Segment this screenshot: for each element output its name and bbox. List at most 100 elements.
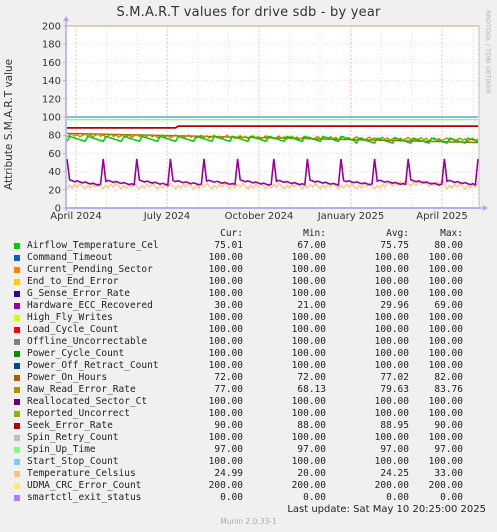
x-tick-label: January 2025 xyxy=(317,211,385,222)
legend-cur-value: 24.99 xyxy=(214,468,243,479)
legend-cur-value: 100.00 xyxy=(208,324,243,335)
legend-avg-value: 77.02 xyxy=(380,372,409,383)
legend-avg-value: 100.00 xyxy=(374,276,409,287)
legend-max-value: 100.00 xyxy=(428,252,463,263)
legend-cur-value: 100.00 xyxy=(208,276,243,287)
legend-avg-value: 100.00 xyxy=(374,264,409,275)
legend-swatch xyxy=(14,303,20,309)
legend-min-value: 21.00 xyxy=(297,300,326,311)
legend-avg-value: 100.00 xyxy=(374,252,409,263)
legend-min-value: 200.00 xyxy=(291,480,326,491)
legend-avg-value: 100.00 xyxy=(374,432,409,443)
legend-swatch xyxy=(14,375,20,381)
legend-cur-value: 100.00 xyxy=(208,264,243,275)
legend-row: Load_Cycle_Count 100.00 100.00 100.00 100.00 xyxy=(0,324,497,336)
legend-min-value: 67.00 xyxy=(297,240,326,251)
legend-max-value: 100.00 xyxy=(428,360,463,371)
y-axis-arrow xyxy=(63,16,69,21)
legend-cur-value: 100.00 xyxy=(208,336,243,347)
y-tick-label: 120 xyxy=(42,94,61,105)
legend-max-value: 90.00 xyxy=(434,420,463,431)
legend-swatch xyxy=(14,315,20,321)
legend-row: Spin_Up_Time 97.00 97.00 97.00 97.00 xyxy=(0,444,497,456)
legend-avg-value: 200.00 xyxy=(374,480,409,491)
legend-label: Load_Cycle_Count xyxy=(27,324,119,335)
legend-row: Current_Pending_Sector 100.00 100.00 100.00… xyxy=(0,264,497,276)
legend-label: End_to_End_Error xyxy=(27,276,119,287)
legend-swatch xyxy=(14,387,20,393)
x-axis-arrow xyxy=(483,205,488,211)
x-tick-label: April 2025 xyxy=(416,211,467,222)
legend-min-value: 100.00 xyxy=(291,264,326,275)
legend-min-value: 100.00 xyxy=(291,252,326,263)
legend-swatch xyxy=(14,363,20,369)
legend-cur-value: 100.00 xyxy=(208,432,243,443)
legend-row: Temperature_Celsius 24.99 20.00 24.25 33.00 xyxy=(0,468,497,480)
legend-label: Power_Cycle_Count xyxy=(27,348,125,359)
legend-min-value: 68.13 xyxy=(297,384,326,395)
legend-label: Reallocated_Sector_Ct xyxy=(27,396,148,407)
legend-cur-value: 72.00 xyxy=(214,372,243,383)
legend-row: Seek_Error_Rate 90.00 88.00 88.95 90.00 xyxy=(0,420,497,432)
legend-max-value: 100.00 xyxy=(428,288,463,299)
legend-cur-value: 77.00 xyxy=(214,384,243,395)
y-tick-label: 40 xyxy=(48,167,61,178)
legend-min-value: 100.00 xyxy=(291,312,326,323)
plot-area: 0 20 40 60 80 100 120 140 160 180 200 April 2024 Jul… xyxy=(42,16,488,222)
legend-min-value: 100.00 xyxy=(291,288,326,299)
legend-avg-value: 97.00 xyxy=(380,444,409,455)
legend-cur-value: 100.00 xyxy=(208,252,243,263)
legend-label: Current_Pending_Sector xyxy=(27,264,153,275)
x-tick-label: July 2024 xyxy=(143,211,191,222)
legend-max-value: 200.00 xyxy=(428,480,463,491)
legend-avg-value: 24.25 xyxy=(380,468,409,479)
legend-max-value: 100.00 xyxy=(428,456,463,467)
legend-label: G_Sense_Error_Rate xyxy=(27,288,130,299)
legend-min-value: 0.00 xyxy=(303,492,326,503)
legend-row: smartctl_exit_status 0.00 0.00 0.00 0.00 xyxy=(0,492,497,504)
legend-swatch xyxy=(14,339,20,345)
legend-label: Seek_Error_Rate xyxy=(27,420,113,431)
legend-max-value: 97.00 xyxy=(434,444,463,455)
legend-label: Temperature_Celsius xyxy=(27,468,136,479)
legend-avg-value: 100.00 xyxy=(374,360,409,371)
legend-label: Start_Stop_Count xyxy=(27,456,119,467)
x-tick-label: October 2024 xyxy=(225,211,294,222)
legend-row: G_Sense_Error_Rate 100.00 100.00 100.00 100.… xyxy=(0,288,497,300)
legend-swatch xyxy=(14,435,20,441)
legend-row: Offline_Uncorrectable 100.00 100.00 100.00 1… xyxy=(0,336,497,348)
legend-swatch xyxy=(14,447,20,453)
legend-avg-value: 100.00 xyxy=(374,312,409,323)
legend-min-value: 72.00 xyxy=(297,372,326,383)
legend-swatch xyxy=(14,495,20,501)
legend-avg-value: 79.63 xyxy=(380,384,409,395)
legend-min-value: 100.00 xyxy=(291,348,326,359)
legend-label: Spin_Retry_Count xyxy=(27,432,119,443)
legend-max-value: 100.00 xyxy=(428,264,463,275)
legend-swatch xyxy=(14,411,20,417)
col-cur-header: Cur: xyxy=(220,228,243,239)
x-tick-label: April 2024 xyxy=(50,211,101,222)
y-tick-label: 160 xyxy=(42,58,61,69)
legend-avg-value: 75.75 xyxy=(380,240,409,251)
legend-header: Cur: Min: Avg: Max: xyxy=(0,228,497,240)
legend-row: Reported_Uncorrect 100.00 100.00 100.00 100.… xyxy=(0,408,497,420)
legend-max-value: 83.76 xyxy=(434,384,463,395)
legend-label: Power_Off_Retract_Count xyxy=(27,360,159,371)
legend-label: Power_On_Hours xyxy=(27,372,108,383)
col-avg-header: Avg: xyxy=(386,228,409,239)
legend-swatch xyxy=(14,279,20,285)
legend-swatch xyxy=(14,351,20,357)
col-min-header: Min: xyxy=(303,228,326,239)
legend-row: Hardware_ECC_Recovered 30.00 21.00 29.96 69.… xyxy=(0,300,497,312)
legend-avg-value: 100.00 xyxy=(374,348,409,359)
legend-min-value: 97.00 xyxy=(297,444,326,455)
legend-label: Command_Timeout xyxy=(27,252,113,263)
legend-min-value: 88.00 xyxy=(297,420,326,431)
legend-max-value: 33.00 xyxy=(434,468,463,479)
legend-cur-value: 100.00 xyxy=(208,288,243,299)
legend-row: Start_Stop_Count 100.00 100.00 100.00 100.00 xyxy=(0,456,497,468)
legend-max-value: 0.00 xyxy=(440,492,463,503)
legend-row: Power_On_Hours 72.00 72.00 77.02 82.00 xyxy=(0,372,497,384)
